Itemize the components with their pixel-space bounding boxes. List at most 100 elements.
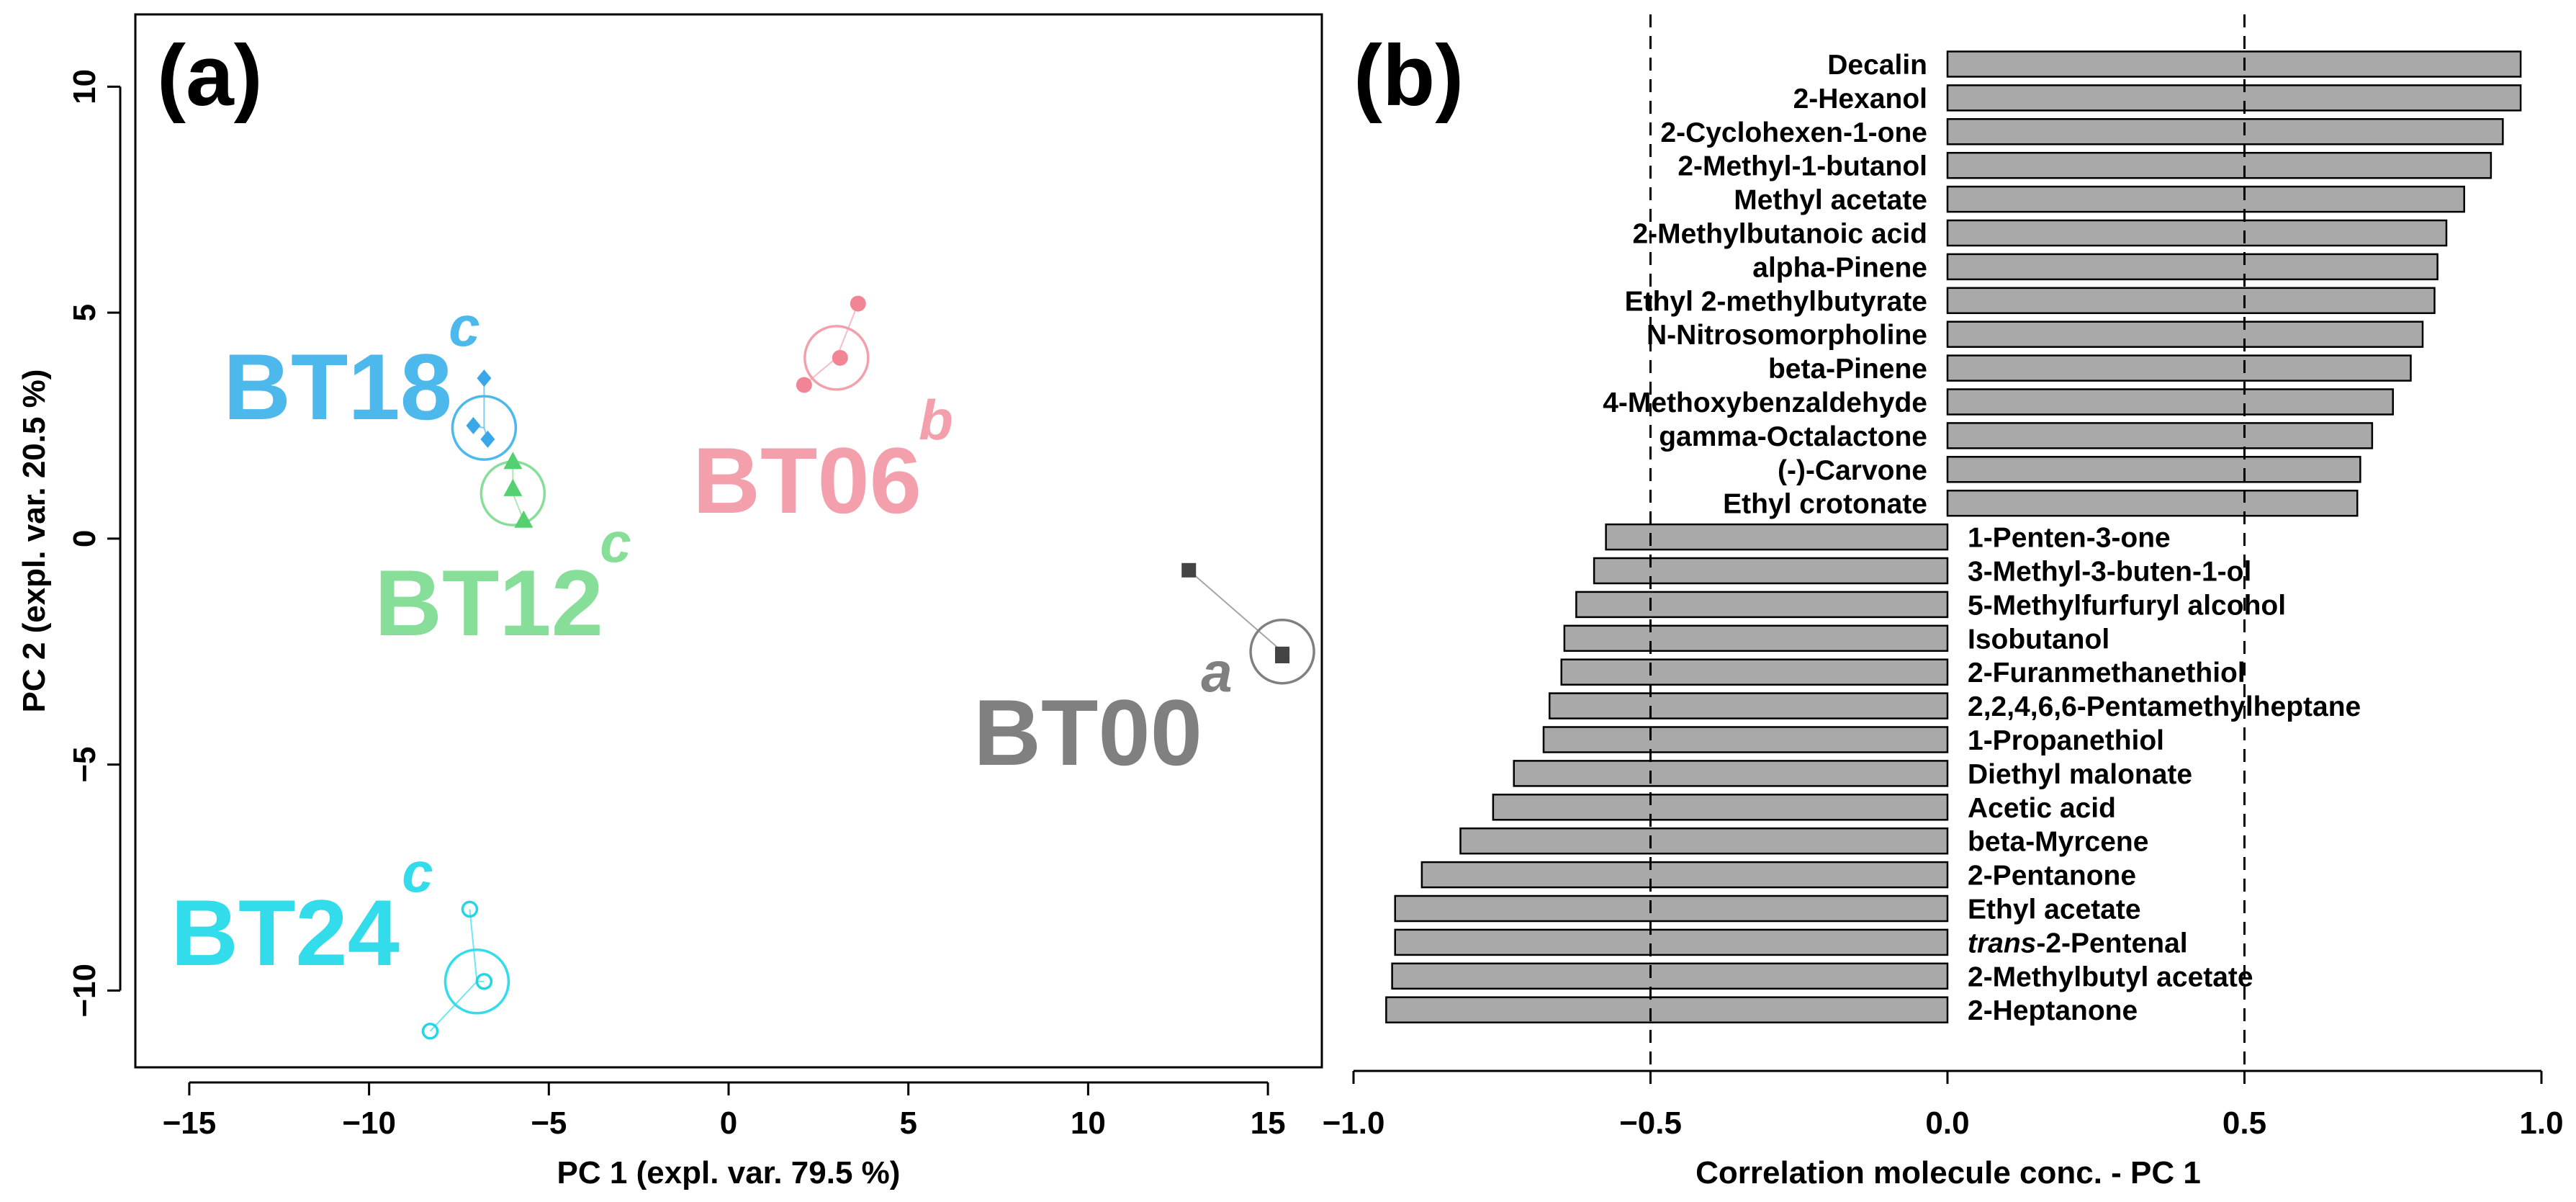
significance-letter: c	[402, 840, 433, 904]
bar-label: trans-2-Pentenal	[1968, 928, 2188, 959]
y-tick-label: −10	[67, 964, 102, 1018]
significance-letter: b	[919, 388, 953, 452]
bar-label: Diethyl malonate	[1968, 759, 2192, 790]
bar-label: Ethyl 2-methylbutyrate	[1625, 286, 1927, 317]
x-tick-label: 10	[1071, 1105, 1106, 1141]
bar-label: Decalin	[1827, 50, 1927, 81]
x-tick-label: 0	[720, 1105, 737, 1141]
data-point	[1275, 646, 1290, 661]
data-point	[503, 452, 523, 470]
panel-b-label: (b)	[1354, 27, 1464, 124]
correlation-bar	[1946, 50, 2522, 78]
correlation-bar	[1542, 726, 1949, 753]
correlation-bar	[1391, 962, 1949, 990]
data-point	[503, 478, 523, 496]
centroid-circle	[1249, 618, 1315, 685]
correlation-x-axis-label: Correlation molecule conc. - PC 1	[1695, 1155, 2201, 1190]
bar-label: gamma-Octalactone	[1659, 421, 1927, 452]
correlation-bar-panel: (b) Decalin2-Hexanol2-Cyclohexen-1-one2-…	[1323, 14, 2564, 1190]
bar-label: Isobutanol	[1968, 624, 2109, 655]
correlation-bars: Decalin2-Hexanol2-Cyclohexen-1-one2-Meth…	[1385, 50, 2522, 1026]
x-tick-label: 0.0	[1925, 1105, 1969, 1141]
correlation-bar	[1946, 287, 2436, 315]
data-point	[466, 416, 481, 434]
significance-letter: c	[600, 511, 631, 574]
bar-label: 2-Heptanone	[1968, 995, 2138, 1026]
group-label: BT12	[374, 550, 603, 655]
bar-label: 2-Methylbutanoic acid	[1632, 219, 1927, 250]
pca-scatter-panel: (a) −15 −10 −5 0 5 10 15 −10 −5 0 5 10 PC 1 (expl.…	[17, 13, 1323, 1190]
correlation-bar	[1394, 928, 1949, 956]
correlation-bar	[1946, 422, 2374, 449]
correlation-bar	[1946, 253, 2438, 281]
bar-label: 2-Methyl-1-butanol	[1677, 151, 1927, 182]
centroid-circle	[443, 948, 510, 1015]
x-tick-label: 1.0	[2519, 1105, 2563, 1141]
bar-label: alpha-Pinene	[1752, 252, 1927, 283]
group-label: BT06	[693, 428, 922, 533]
correlation-bar	[1946, 489, 2359, 517]
bar-label: 2,2,4,6,6-Pentamethylheptane	[1968, 691, 2361, 722]
significance-letter: a	[1201, 640, 1232, 704]
correlation-bar	[1946, 354, 2412, 382]
data-point	[796, 377, 812, 393]
x-tick-label: −1.0	[1323, 1105, 1385, 1141]
x-tick-label: 5	[899, 1105, 917, 1141]
x-tick-label: −15	[163, 1105, 217, 1141]
correlation-bar	[1420, 861, 1949, 889]
correlation-bar	[1605, 523, 1949, 551]
correlation-bar	[1946, 388, 2394, 416]
correlation-bar	[1513, 760, 1949, 787]
data-point	[480, 430, 495, 448]
bar-label: 1-Penten-3-one	[1968, 523, 2171, 554]
data-point	[421, 1023, 439, 1040]
y-tick-label: −5	[67, 747, 102, 783]
group-label: BT00	[973, 680, 1202, 785]
bar-label: 2-Furanmethanethiol	[1968, 658, 2246, 689]
centroid-spoke	[835, 303, 859, 359]
pca-x-axis-label: PC 1 (expl. var. 79.5 %)	[557, 1155, 901, 1190]
bar-label: 1-Propanethiol	[1968, 725, 2164, 756]
centroid-spoke	[1188, 570, 1283, 652]
bar-label: 2-Hexanol	[1793, 84, 1927, 115]
correlation-bar	[1946, 151, 2492, 179]
x-tick-label: −10	[342, 1105, 396, 1141]
x-tick-label: −0.5	[1619, 1105, 1682, 1141]
data-point	[475, 973, 493, 990]
bar-label: 4-Methoxybenzaldehyde	[1603, 387, 1927, 418]
bar-label: beta-Pinene	[1768, 354, 1927, 385]
correlation-bar	[1593, 557, 1949, 585]
correlation-bar	[1946, 118, 2504, 145]
correlation-bar	[1549, 692, 1949, 719]
significance-letter: c	[449, 295, 479, 358]
correlation-bar	[1459, 827, 1949, 855]
bar-label: 5-Methylfurfuryl alcohol	[1968, 590, 2286, 621]
pca-plot-frame	[134, 13, 1323, 1069]
data-point	[477, 369, 492, 387]
x-tick-label: −5	[531, 1105, 567, 1141]
y-tick-label: 10	[67, 69, 102, 104]
pca-y-axis-label: PC 2 (expl. var. 20.5 %)	[17, 369, 52, 713]
centroid-circle	[451, 395, 518, 461]
reference-lines	[1649, 14, 2246, 1067]
correlation-bar	[1560, 658, 1949, 686]
bar-label: Ethyl crotonate	[1723, 489, 1927, 520]
centroid-circle	[803, 325, 870, 391]
correlation-bar	[1946, 456, 2361, 483]
centroid-spoke	[469, 909, 478, 982]
correlation-bar	[1946, 219, 2448, 247]
panel-a-label: (a)	[157, 27, 263, 124]
correlation-bar	[1492, 794, 1949, 821]
bar-label: 2-Methylbutyl acetate	[1968, 961, 2253, 992]
correlation-bar	[1385, 996, 1949, 1023]
bar-label: 2-Cyclohexen-1-one	[1660, 117, 1927, 148]
group-label: BT24	[171, 880, 400, 985]
data-point	[514, 510, 533, 528]
bar-label: Ethyl acetate	[1968, 894, 2141, 925]
